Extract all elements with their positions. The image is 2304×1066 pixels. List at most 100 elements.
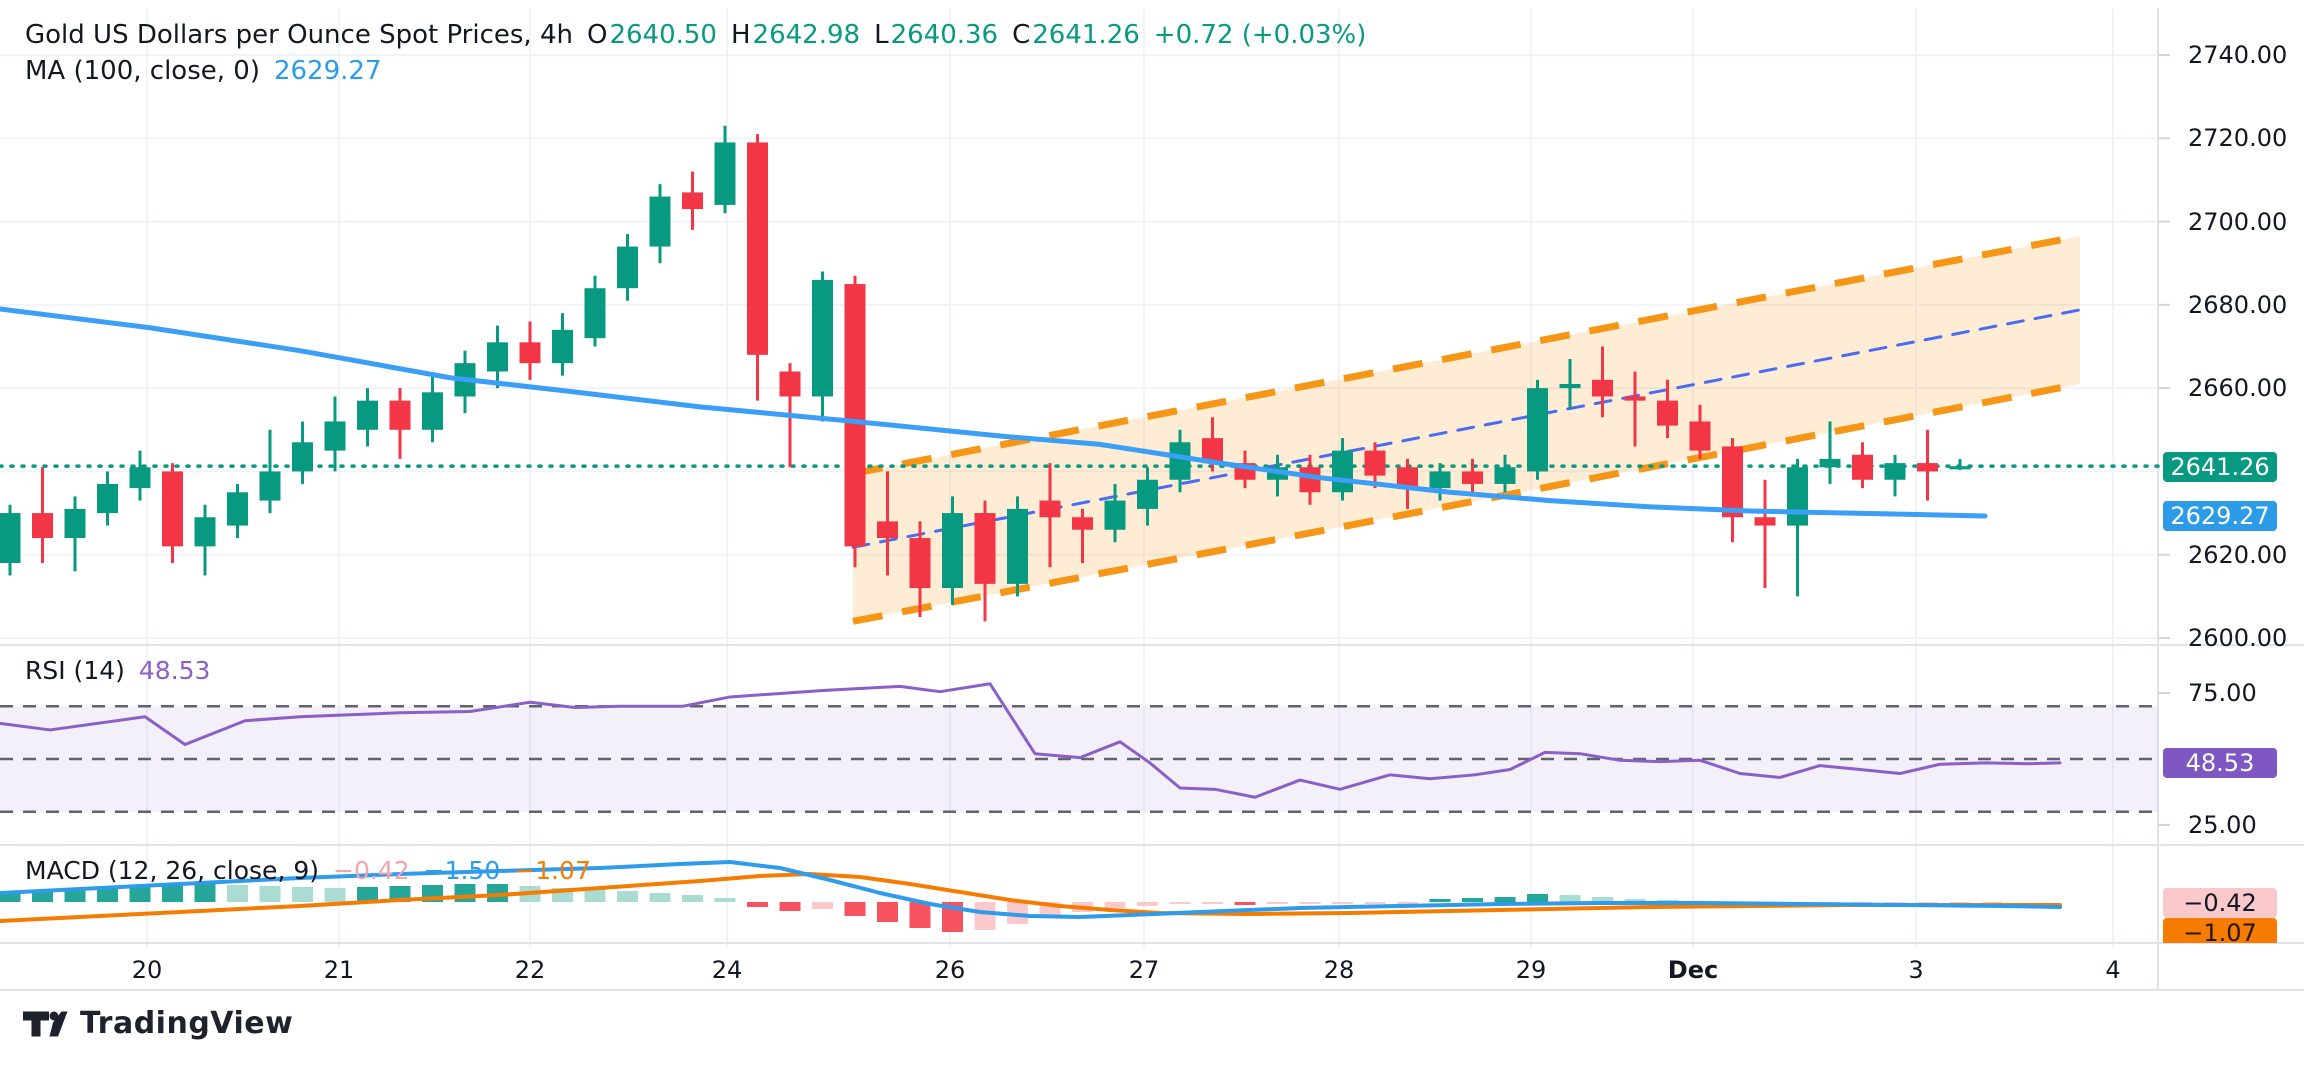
candle-body[interactable]	[259, 471, 281, 501]
macd-hist-bar[interactable]	[1559, 895, 1581, 902]
candle-body[interactable]	[1754, 517, 1776, 526]
candle-body[interactable]	[1689, 421, 1711, 451]
candle-body[interactable]	[779, 371, 801, 397]
candle-body[interactable]	[324, 421, 346, 451]
macd-hist-bar[interactable]	[1592, 897, 1613, 902]
candle-body[interactable]	[812, 279, 833, 397]
candle-body[interactable]	[1104, 500, 1126, 530]
macd-hist-bar[interactable]	[584, 889, 606, 902]
candle-body[interactable]	[1527, 388, 1548, 472]
macd-hist-bar[interactable]	[682, 895, 703, 902]
candle-body[interactable]	[974, 513, 996, 584]
macd-hist-bar[interactable]	[844, 902, 866, 916]
candle-body[interactable]	[877, 521, 898, 539]
candle-body[interactable]	[1819, 458, 1841, 468]
candle-body[interactable]	[64, 508, 86, 539]
macd-hist-bar[interactable]	[1364, 902, 1386, 904]
macd-hist-bar[interactable]	[129, 886, 151, 902]
macd-hist-bar[interactable]	[1332, 902, 1353, 904]
macd-hist-bar[interactable]	[1397, 902, 1418, 904]
macd-hist-bar[interactable]	[1917, 902, 1938, 904]
macd-hist-bar[interactable]	[747, 902, 768, 907]
macd-hist-bar[interactable]	[1494, 897, 1516, 902]
candle-body[interactable]	[1852, 454, 1873, 480]
candle-body[interactable]	[194, 517, 216, 547]
candle-body[interactable]	[1949, 466, 1971, 470]
candle-body[interactable]	[1592, 379, 1613, 397]
candle-body[interactable]	[1137, 479, 1158, 509]
candle-body[interactable]	[1007, 508, 1028, 584]
candle-body[interactable]	[942, 513, 963, 589]
macd-hist-bar[interactable]	[649, 893, 671, 902]
candle-body[interactable]	[844, 284, 866, 547]
macd-hist-bar[interactable]	[194, 884, 216, 902]
rsi-legend[interactable]: RSI (14) 48.53	[25, 656, 210, 685]
macd-hist-bar[interactable]	[1527, 894, 1548, 902]
macd-hist-bar[interactable]	[1267, 902, 1288, 904]
candle-body[interactable]	[422, 392, 443, 430]
candle-body[interactable]	[1884, 463, 1906, 480]
candle-body[interactable]	[909, 538, 931, 589]
candle-body[interactable]	[584, 288, 606, 339]
candle-body[interactable]	[1169, 442, 1191, 480]
macd-hist-bar[interactable]	[909, 902, 931, 928]
macd-hist-bar[interactable]	[357, 887, 378, 902]
candle-body[interactable]	[1202, 438, 1223, 464]
macd-hist-bar[interactable]	[1657, 900, 1678, 902]
candle-body[interactable]	[682, 192, 703, 210]
macd-hist-bar[interactable]	[97, 887, 118, 902]
candle-body[interactable]	[1462, 471, 1483, 484]
macd-hist-bar[interactable]	[259, 886, 281, 902]
macd-hist-bar[interactable]	[779, 902, 801, 911]
macd-hist-bar[interactable]	[812, 902, 833, 909]
brand-name[interactable]: TradingView	[80, 1006, 294, 1041]
candle-body[interactable]	[519, 342, 541, 364]
macd-hist-bar[interactable]	[454, 884, 476, 902]
candle-body[interactable]	[1039, 500, 1061, 518]
macd-hist-bar[interactable]	[227, 885, 248, 902]
macd-hist-bar[interactable]	[1234, 902, 1256, 905]
macd-legend[interactable]: MACD (12, 26, close, 9) −0.42 −1.50 −1.0…	[25, 856, 591, 885]
candle-body[interactable]	[617, 246, 638, 289]
candle-body[interactable]	[649, 196, 671, 247]
candle-body[interactable]	[1364, 450, 1386, 476]
macd-hist-bar[interactable]	[714, 898, 736, 902]
macd-hist-bar[interactable]	[1462, 898, 1483, 902]
macd-hist-bar[interactable]	[1299, 902, 1321, 904]
macd-hist-bar[interactable]	[1202, 902, 1223, 904]
candle-body[interactable]	[1429, 471, 1451, 489]
candle-body[interactable]	[747, 142, 768, 355]
macd-hist-bar[interactable]	[1104, 902, 1126, 908]
candle-body[interactable]	[97, 483, 118, 514]
candle-body[interactable]	[129, 467, 151, 489]
candle-body[interactable]	[1787, 467, 1808, 526]
candle-body[interactable]	[1494, 467, 1516, 484]
candle-body[interactable]	[1072, 517, 1093, 530]
candle-body[interactable]	[1397, 467, 1418, 489]
macd-hist-bar[interactable]	[1429, 899, 1451, 902]
macd-hist-bar[interactable]	[292, 887, 313, 902]
macd-hist-bar[interactable]	[324, 888, 346, 902]
candle-body[interactable]	[1657, 400, 1678, 426]
macd-hist-bar[interactable]	[162, 885, 183, 902]
candle-body[interactable]	[1559, 383, 1581, 389]
candle-body[interactable]	[487, 342, 508, 372]
candle-body[interactable]	[1624, 396, 1646, 401]
candle-body[interactable]	[389, 400, 411, 430]
ma-legend[interactable]: MA (100, close, 0) 2629.27	[25, 56, 382, 86]
symbol-legend[interactable]: Gold US Dollars per Ounce Spot Prices, 4…	[25, 20, 1366, 50]
macd-hist-bar[interactable]	[1169, 902, 1191, 904]
macd-hist-bar[interactable]	[1137, 902, 1158, 906]
candle-body[interactable]	[714, 142, 736, 205]
candle-body[interactable]	[227, 492, 248, 526]
candle-body[interactable]	[552, 329, 573, 364]
candle-body[interactable]	[292, 442, 313, 472]
candle-body[interactable]	[162, 471, 183, 547]
macd-hist-bar[interactable]	[0, 892, 21, 902]
macd-hist-bar[interactable]	[617, 891, 638, 902]
macd-hist-bar[interactable]	[64, 889, 86, 902]
candle-body[interactable]	[357, 400, 378, 430]
macd-hist-bar[interactable]	[974, 902, 996, 930]
macd-hist-bar[interactable]	[1624, 899, 1646, 902]
